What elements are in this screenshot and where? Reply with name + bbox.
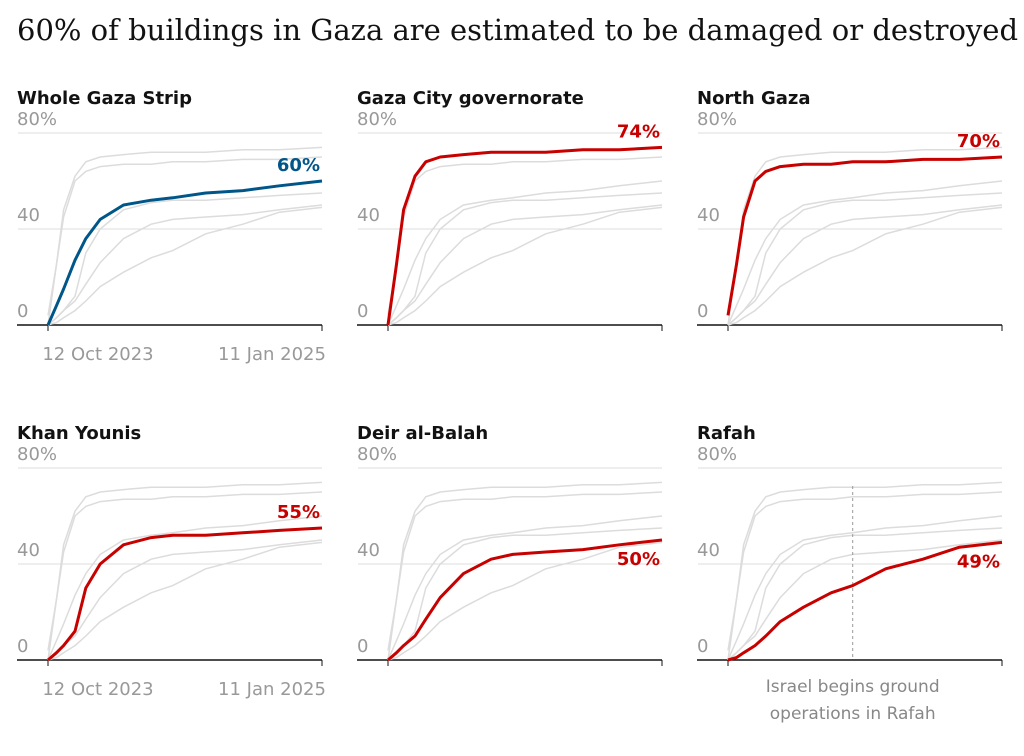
y-tick-label: 80% bbox=[697, 109, 737, 130]
y-tick-label: 40 bbox=[357, 205, 380, 226]
y-tick-label: 0 bbox=[17, 636, 28, 657]
x-tick-label: 12 Oct 2023 bbox=[42, 344, 153, 365]
background-line bbox=[47, 146, 323, 326]
y-tick-label: 40 bbox=[697, 540, 720, 561]
x-tick-label: 12 Oct 2023 bbox=[42, 679, 153, 700]
background-line bbox=[387, 541, 663, 661]
x-tick-label: 11 Jan 2025 bbox=[218, 344, 326, 365]
background-line bbox=[387, 180, 663, 326]
background-line bbox=[727, 146, 1003, 326]
annotation: Israel begins ground operations in Rafah bbox=[765, 677, 940, 724]
background-line bbox=[47, 204, 323, 326]
background-line bbox=[47, 481, 323, 661]
panel-title: Rafah bbox=[697, 423, 756, 444]
y-tick-label: 40 bbox=[17, 205, 40, 226]
background-line bbox=[727, 192, 1003, 326]
background-line bbox=[727, 515, 1003, 661]
value-label: 60% bbox=[277, 155, 320, 176]
y-tick-label: 0 bbox=[357, 636, 368, 657]
series-line bbox=[46, 179, 323, 326]
y-tick-label: 0 bbox=[17, 301, 28, 322]
y-tick-label: 80% bbox=[17, 109, 57, 130]
background-line bbox=[387, 192, 663, 326]
value-label: 50% bbox=[617, 549, 660, 570]
background-line bbox=[47, 539, 323, 661]
background-line bbox=[47, 515, 323, 661]
series-line bbox=[386, 145, 663, 326]
background-line bbox=[387, 527, 663, 661]
background-line bbox=[727, 180, 1003, 326]
chart-title: 60% of buildings in Gaza are estimated t… bbox=[17, 13, 1018, 47]
y-tick-label: 40 bbox=[17, 540, 40, 561]
series-line bbox=[726, 155, 1003, 316]
background-line bbox=[727, 206, 1003, 326]
y-tick-label: 80% bbox=[697, 444, 737, 465]
x-tick-label: 11 Jan 2025 bbox=[218, 679, 326, 700]
background-line bbox=[387, 204, 663, 326]
y-tick-label: 40 bbox=[357, 540, 380, 561]
panel-title: Whole Gaza Strip bbox=[17, 88, 192, 109]
background-line bbox=[387, 515, 663, 661]
background-line bbox=[47, 491, 323, 651]
y-tick-label: 80% bbox=[17, 444, 57, 465]
background-line bbox=[387, 206, 663, 326]
background-line bbox=[47, 192, 323, 326]
background-line bbox=[47, 541, 323, 661]
y-tick-label: 80% bbox=[357, 444, 397, 465]
background-line bbox=[727, 491, 1003, 651]
background-line bbox=[727, 481, 1003, 661]
y-tick-label: 40 bbox=[697, 205, 720, 226]
value-label: 74% bbox=[617, 121, 660, 142]
background-line bbox=[47, 206, 323, 326]
series-line bbox=[387, 538, 663, 662]
background-line bbox=[387, 481, 663, 661]
background-line bbox=[387, 491, 663, 651]
y-tick-label: 80% bbox=[357, 109, 397, 130]
background-line bbox=[47, 156, 323, 316]
background-line bbox=[727, 204, 1003, 326]
panel-title: Gaza City governorate bbox=[357, 88, 584, 109]
y-tick-label: 0 bbox=[697, 636, 708, 657]
panel-title: Khan Younis bbox=[17, 423, 141, 444]
y-tick-label: 0 bbox=[357, 301, 368, 322]
value-label: 49% bbox=[957, 551, 1000, 572]
panel-title: North Gaza bbox=[697, 88, 811, 109]
value-label: 55% bbox=[277, 502, 320, 523]
y-tick-label: 0 bbox=[697, 301, 708, 322]
series-line bbox=[727, 540, 1003, 662]
value-label: 70% bbox=[957, 131, 1000, 152]
panel-title: Deir al-Balah bbox=[357, 423, 488, 444]
background-line bbox=[387, 156, 663, 316]
series-line bbox=[47, 526, 323, 662]
background-line bbox=[727, 539, 1003, 661]
